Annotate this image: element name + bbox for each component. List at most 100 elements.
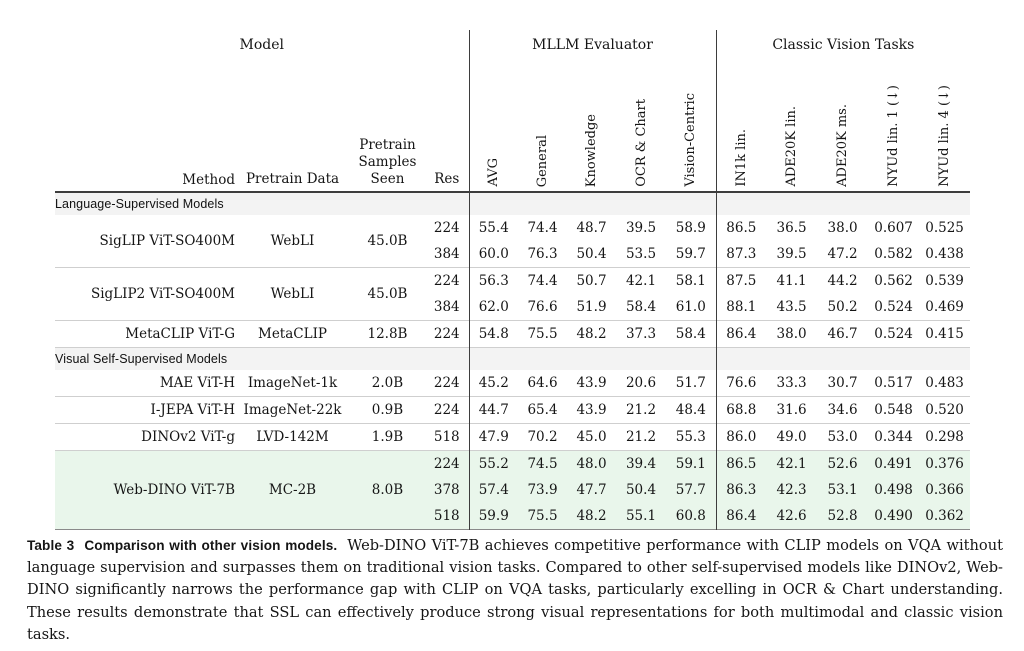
method-cell: I-JEPA ViT-H: [55, 396, 235, 424]
section-label: Visual Self-Supervised Models: [55, 347, 469, 370]
col-header-ade20k-lin-label: ADE20K lin.: [784, 106, 800, 187]
pretrain-data-cell: ImageNet-22k: [235, 396, 350, 424]
metric-cell: 50.4: [616, 477, 666, 503]
metric-cell: 59.9: [468, 503, 518, 530]
col-header-vision-centric-label: Vision-Centric: [683, 93, 699, 187]
col-header-pretrain-data: Pretrain Data: [245, 171, 340, 188]
res-cell: 224: [433, 375, 460, 391]
metric-cell: 0.524: [874, 299, 913, 315]
method-cell: Web-DINO ViT-7B: [55, 450, 235, 530]
metric-cell: 76.6: [527, 299, 558, 315]
metric-cell: 34.6: [817, 396, 869, 424]
metric-cell: 47.9: [468, 423, 518, 451]
pretrain-data-cell: ImageNet-1k: [247, 375, 338, 391]
metric-cell: 42.3: [766, 477, 818, 503]
metric-cell: 59.7: [675, 246, 706, 262]
metric-cell: 0.539: [919, 267, 971, 294]
col-header-vision-centric: Vision-Centric: [666, 60, 716, 192]
metric-cell: 51.7: [675, 375, 706, 391]
metric-cell: 55.3: [666, 423, 717, 451]
table-row: I-JEPA ViT-H ImageNet-22k 0.9B 224 44.7 65.4 4…: [55, 396, 971, 424]
metric-cell: 48.4: [666, 396, 717, 424]
metric-cell: 41.1: [766, 267, 818, 294]
metric-cell: 74.4: [527, 220, 558, 236]
table-row: MAE ViT-H ImageNet-1k 2.0B 224 45.2 64.6 43.9 2…: [55, 370, 970, 397]
metric-cell: 87.5: [715, 267, 767, 294]
metric-cell: 52.8: [817, 503, 869, 530]
metric-cell: 73.9: [518, 477, 567, 503]
metric-cell: 86.0: [715, 423, 767, 451]
metric-cell: 43.9: [576, 375, 607, 391]
metric-cell: 50.7: [567, 267, 616, 294]
table-row: DINOv2 ViT-g LVD-142M 1.9B 518 47.9 70.2 45.0 2…: [55, 423, 971, 451]
metric-cell: 0.366: [919, 477, 971, 503]
metric-cell: 75.5: [518, 320, 567, 348]
metric-cell: 36.5: [776, 220, 807, 236]
metric-cell: 49.0: [766, 423, 818, 451]
table-row: SigLIP2 ViT-SO400M WebLI 45.0B 224 56.3 74.4 5…: [55, 267, 971, 321]
pretrain-samples-cell: 2.0B: [371, 375, 404, 391]
res-cell: 224: [425, 396, 469, 424]
metric-cell: 48.2: [567, 320, 616, 348]
col-header-knowledge: Knowledge: [567, 60, 616, 192]
res-cell: 378: [425, 477, 469, 503]
metric-cell: 39.4: [616, 450, 666, 477]
metric-cell: 31.6: [766, 396, 818, 424]
metric-cell: 86.4: [715, 503, 767, 530]
caption-body: Web-DINO ViT-7B achieves competitive per…: [27, 536, 1003, 644]
metric-cell: 38.0: [827, 220, 858, 236]
pretrain-samples-cell: 12.8B: [350, 320, 425, 348]
metric-cell: 0.607: [874, 220, 913, 236]
metric-cell: 0.491: [868, 450, 920, 477]
metric-cell: 56.3: [468, 267, 518, 294]
table-header: Model MLLM Evaluator Classic Vision Task…: [55, 30, 971, 192]
group-header-mllm-evaluator: MLLM Evaluator: [468, 30, 717, 60]
metric-cell: 76.6: [715, 370, 767, 397]
res-cell: 224: [425, 450, 469, 477]
metric-cell: 51.9: [576, 299, 607, 315]
metric-cell: 53.1: [817, 477, 869, 503]
group-header-model: Model: [239, 37, 285, 53]
metric-cell: 45.0: [567, 423, 616, 451]
col-header-ade20k-ms-label: ADE20K ms.: [835, 104, 851, 187]
col-header-ade20k-lin: ADE20K lin.: [766, 60, 817, 192]
col-header-nyud-lin-1: NYUd lin. 1 (↓): [868, 60, 919, 192]
col-header-nyud-lin-1-label: NYUd lin. 1 (↓): [886, 85, 902, 187]
caption-label: Table 3: [27, 537, 75, 553]
res-cell: 518: [425, 503, 469, 530]
pretrain-samples-cell: 0.9B: [350, 396, 425, 424]
metric-cell: 20.6: [625, 375, 657, 391]
metric-cell: 0.469: [925, 299, 964, 315]
metric-cell: 52.6: [817, 450, 869, 477]
metric-cell: 0.548: [868, 396, 920, 424]
pretrain-data-cell: WebLI: [235, 267, 350, 321]
metric-cell: 38.0: [766, 320, 818, 348]
metric-cell: 0.525: [925, 220, 964, 236]
metric-cell: 50.2: [827, 299, 858, 315]
metric-cell: 44.2: [817, 267, 869, 294]
metric-cell: 57.7: [666, 477, 717, 503]
metric-cell: 0.438: [925, 246, 964, 262]
table-caption: Table 3 Comparison with other vision mode…: [27, 535, 1003, 647]
metric-cell: 0.562: [868, 267, 920, 294]
section-filler: [715, 347, 971, 370]
metric-cell: 0.524: [868, 320, 920, 348]
metric-cell: 58.9: [675, 220, 706, 236]
metric-cell: 0.362: [919, 503, 971, 530]
metric-cell: 48.2: [567, 503, 616, 530]
col-header-nyud-lin-4: NYUd lin. 4 (↓): [919, 60, 970, 192]
metric-cell: 60.0: [468, 241, 518, 268]
metric-cell: 0.520: [919, 396, 971, 424]
comparison-table: Model MLLM Evaluator Classic Vision Task…: [55, 30, 971, 530]
metric-cell: 76.3: [527, 246, 558, 262]
metric-cell: 45.2: [468, 370, 518, 397]
metric-cell: 0.490: [868, 503, 920, 530]
metric-cell: 46.7: [817, 320, 869, 348]
metric-cell: 0.582: [874, 246, 913, 262]
metric-cell: 47.7: [567, 477, 616, 503]
metric-cell: 86.5: [715, 215, 767, 241]
metric-cell: 65.4: [518, 396, 567, 424]
metric-cell: 21.2: [616, 423, 666, 451]
res-cell: 518: [425, 423, 469, 451]
